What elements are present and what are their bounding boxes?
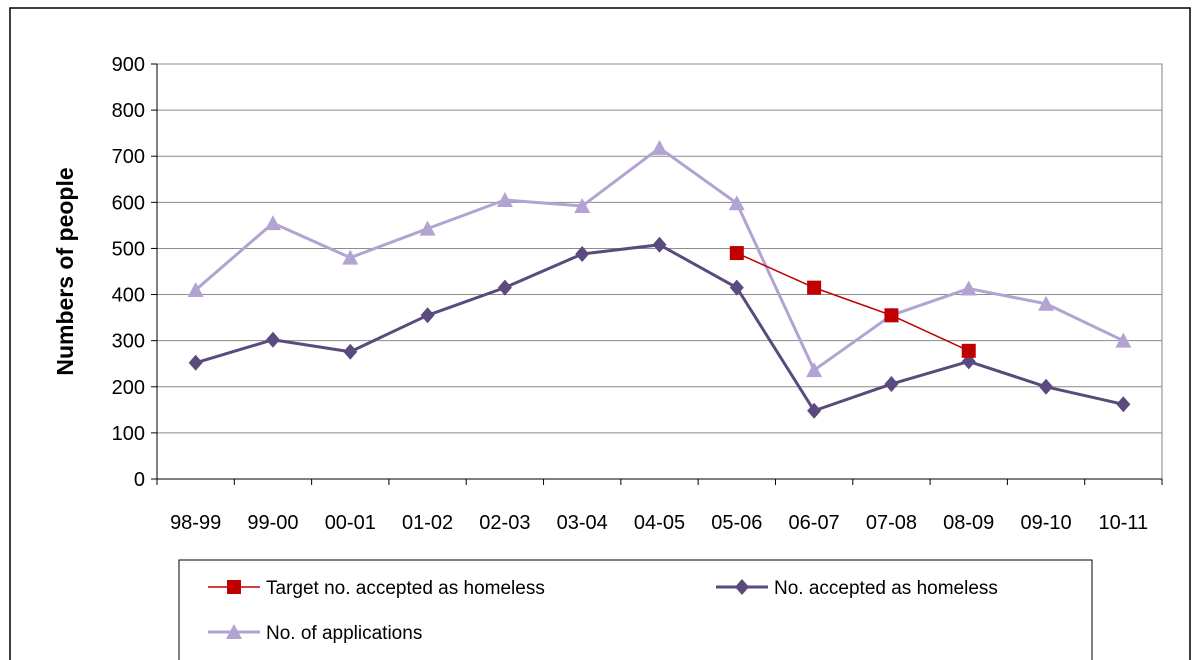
y-tick-label: 600 xyxy=(112,192,145,214)
series-1 xyxy=(188,236,1131,419)
series-0 xyxy=(729,246,976,358)
y-tick-label: 400 xyxy=(112,285,145,307)
data-point xyxy=(884,308,899,323)
y-tick-label: 0 xyxy=(134,469,145,491)
data-point xyxy=(652,236,667,253)
data-point xyxy=(497,279,512,296)
x-tick-label: 05-06 xyxy=(711,512,762,534)
legend-entry: No. of applications xyxy=(208,623,422,644)
data-point xyxy=(419,220,436,236)
data-point xyxy=(651,139,668,155)
data-point xyxy=(264,215,281,231)
x-tick-label: 00-01 xyxy=(325,512,376,534)
series-2 xyxy=(187,139,1132,378)
data-point xyxy=(1116,396,1131,413)
x-tick-label: 02-03 xyxy=(479,512,530,534)
y-tick-label: 300 xyxy=(112,331,145,353)
y-axis-label: Numbers of people xyxy=(52,167,78,375)
data-point xyxy=(729,246,744,261)
data-point xyxy=(188,354,203,371)
x-tick-label: 04-05 xyxy=(634,512,685,534)
data-point xyxy=(1038,295,1055,311)
data-point xyxy=(342,249,359,265)
plot-area xyxy=(156,63,1163,480)
data-point xyxy=(884,376,899,393)
x-tick-label: 03-04 xyxy=(557,512,608,534)
y-tick-label: 500 xyxy=(112,238,145,260)
x-tick-label: 06-07 xyxy=(789,512,840,534)
legend-marker xyxy=(735,579,749,595)
legend-entry: No. accepted as homeless xyxy=(716,578,998,599)
data-point xyxy=(343,343,358,360)
y-tick-label: 200 xyxy=(112,377,145,399)
data-point xyxy=(961,343,976,358)
data-point xyxy=(960,280,977,296)
series xyxy=(187,139,1132,419)
data-point xyxy=(265,331,280,348)
axes xyxy=(151,63,1163,485)
y-tick-label: 900 xyxy=(112,54,145,76)
data-point xyxy=(574,198,591,214)
data-point xyxy=(1115,332,1132,348)
y-tick-label: 800 xyxy=(112,100,145,122)
x-tick-label: 98-99 xyxy=(170,512,221,534)
x-tick-label: 01-02 xyxy=(402,512,453,534)
x-tick-label: 07-08 xyxy=(866,512,917,534)
data-point xyxy=(807,280,822,295)
x-tick-label: 09-10 xyxy=(1020,512,1071,534)
legend-entry: Target no. accepted as homeless xyxy=(208,578,545,599)
data-point xyxy=(496,192,513,208)
legend-label: No. accepted as homeless xyxy=(774,578,998,599)
data-point xyxy=(1039,378,1054,395)
data-point xyxy=(729,279,744,296)
data-point xyxy=(575,245,590,262)
data-point xyxy=(187,281,204,297)
legend-label: Target no. accepted as homeless xyxy=(266,578,545,599)
legend-marker xyxy=(227,580,241,594)
legend-label: No. of applications xyxy=(266,623,422,644)
data-point xyxy=(420,307,435,324)
data-point xyxy=(806,362,823,378)
y-tick-label: 100 xyxy=(112,423,145,445)
legend-entries: Target no. accepted as homeless No. accep… xyxy=(208,578,998,644)
x-tick-label: 99-00 xyxy=(247,512,298,534)
y-tick-label: 700 xyxy=(112,146,145,168)
data-point xyxy=(728,195,745,211)
x-tick-label: 10-11 xyxy=(1099,512,1149,534)
legend-marker xyxy=(226,624,242,639)
tick-labels: 0 100 200 300 400 500 600 700 800 900 98-99 99-00 00… xyxy=(112,54,1149,534)
series-line xyxy=(736,252,970,352)
data-point xyxy=(807,402,822,419)
x-tick-label: 08-09 xyxy=(943,512,994,534)
legend xyxy=(178,559,1093,660)
